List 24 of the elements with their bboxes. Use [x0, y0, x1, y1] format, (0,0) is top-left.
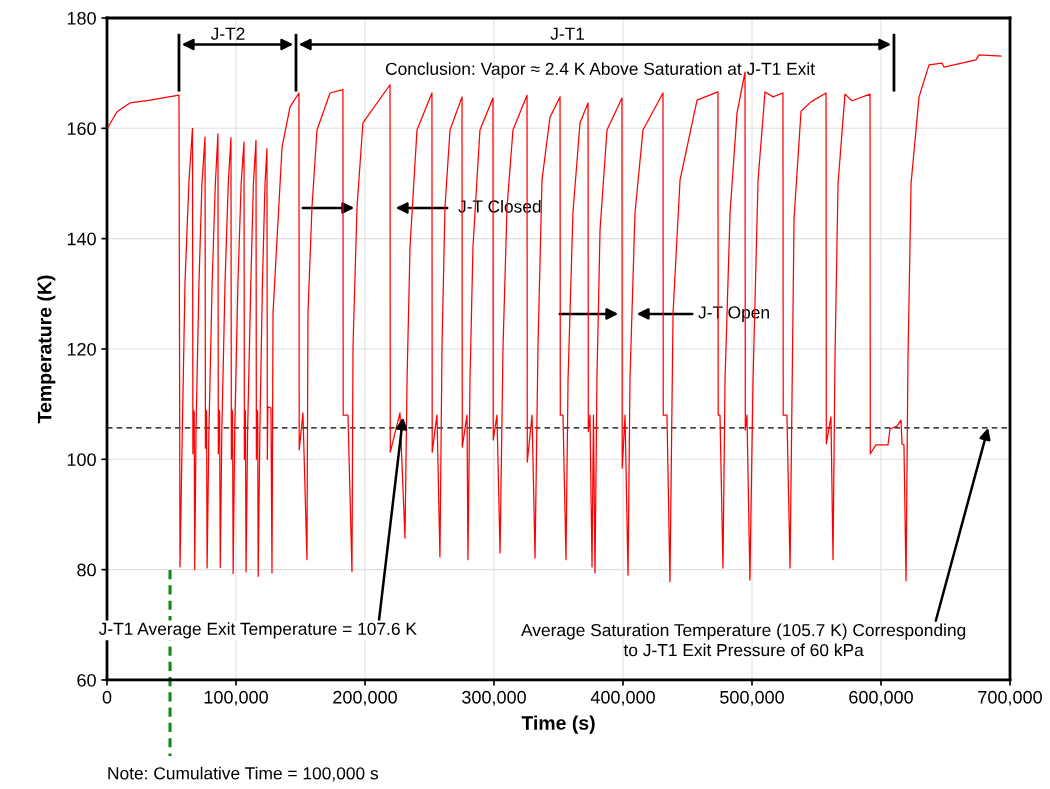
x-tick-label: 400,000 — [590, 690, 655, 706]
annotation: J-T1 Average Exit Temperature = 107.6 K — [98, 622, 417, 639]
x-tick-label: 500,000 — [720, 690, 784, 706]
y-tick-label: 160 — [67, 122, 96, 136]
annotation: J-T1 — [550, 27, 585, 40]
y-tick-label: 60 — [77, 673, 96, 687]
annotation: J-T2 — [210, 27, 245, 40]
text: Note: Cumulative Time = 100,000 s — [108, 766, 379, 782]
y-tick-label: 100 — [67, 453, 96, 467]
x-tick-label: 600,000 — [849, 690, 913, 706]
y-tick-label: 140 — [67, 232, 96, 246]
x-tick-label: 300,000 — [462, 690, 526, 706]
y-axis-title: Temperature (K) — [37, 275, 56, 424]
annotation: Conclusion: Vapor ≈ 2.4 K Above Saturation at J-T1 Exit — [385, 62, 815, 79]
x-tick-label: 0 — [102, 690, 112, 704]
y-tick-label: 180 — [67, 11, 96, 25]
line-series — [107, 54, 1002, 583]
y-tick-label: 120 — [67, 342, 96, 356]
x-tick-label: 100,000 — [204, 690, 268, 706]
annotation: Average Saturation Temperature (105.7 K) Corresponding to J-T1 Exit Pressure of 60 kPa — [521, 623, 966, 657]
x-tick-label: 200,000 — [333, 690, 397, 706]
x-tick-label: 700,000 — [978, 690, 1042, 706]
y-tick-label: 80 — [77, 563, 96, 577]
x-axis-title: Time (s) — [521, 715, 595, 734]
